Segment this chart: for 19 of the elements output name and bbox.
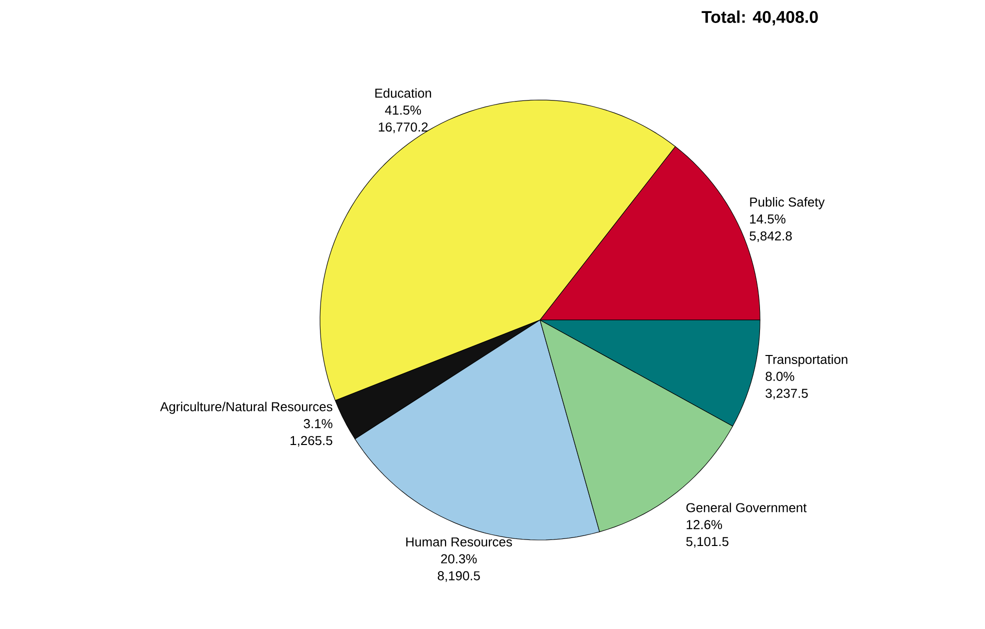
chart-title: Total: 40,408.0 bbox=[702, 10, 818, 26]
text: 3.1% bbox=[304, 419, 332, 428]
slice-label: General Government bbox=[686, 502, 807, 512]
text: 12.6% bbox=[686, 520, 722, 530]
data-label: 16,770.2 bbox=[378, 122, 428, 134]
data-label: 8,190.5 bbox=[438, 571, 480, 582]
text: 14.5% bbox=[750, 214, 786, 224]
slice-label: Human Resources bbox=[406, 537, 512, 546]
data-label: 1,265.5 bbox=[290, 436, 332, 447]
text: 41.5% bbox=[385, 106, 421, 115]
text: 8.0% bbox=[766, 372, 794, 381]
data-label: 3,237.5 bbox=[766, 388, 808, 400]
text: 20.3% bbox=[441, 554, 477, 564]
slice-label: Transportation bbox=[765, 354, 848, 367]
slice-label: Public Safety bbox=[750, 197, 825, 210]
data-label: 5,101.5 bbox=[686, 536, 728, 548]
data-label: 5,842.8 bbox=[750, 231, 792, 242]
slice-label: Education bbox=[375, 88, 432, 98]
slice-label: Agriculture/Natural Resources bbox=[160, 402, 332, 414]
